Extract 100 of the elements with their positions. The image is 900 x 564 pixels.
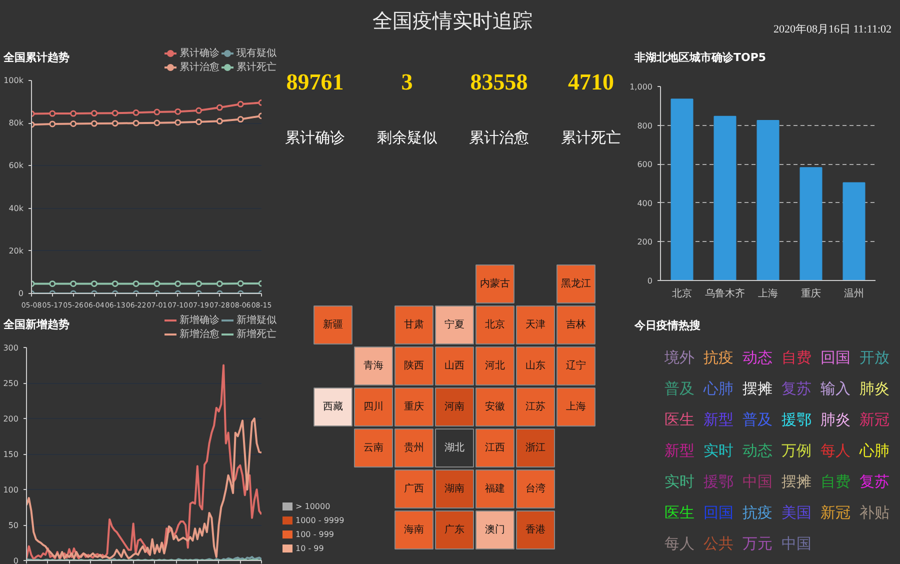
category-label: 天津 [526, 318, 546, 330]
category-label: 甘肃 [404, 318, 424, 330]
category-label: 自费 [782, 348, 812, 366]
point [174, 108, 182, 115]
legend-label: 新增治愈 [180, 328, 220, 340]
chart-title: 非湖北地区城市确诊TOP5 [634, 51, 766, 64]
category-label: 1000 - 9999 [296, 516, 344, 525]
x-tick-label: 温州 [844, 288, 864, 300]
point [174, 119, 182, 126]
legend-label: 累计死亡 [236, 61, 276, 73]
legend-label: 新增疑似 [236, 314, 276, 326]
point [70, 280, 77, 287]
y-tick-label: 200 [3, 414, 19, 424]
category-label: 肺炎 [820, 410, 850, 428]
category-label: 湖南 [444, 482, 464, 494]
category-label: 湖北 [444, 442, 464, 454]
point [112, 280, 118, 287]
category-label: 台湾 [526, 482, 546, 494]
text: 2020年08月16日 11:11:02 [773, 24, 892, 36]
category-label: 青海 [364, 360, 384, 372]
category-label: 吉林 [566, 318, 586, 330]
legend-label: 累计确诊 [180, 47, 220, 59]
point [154, 280, 160, 287]
category-label: 抗疫 [704, 348, 734, 366]
y-tick-label: 100k [4, 76, 24, 85]
category-label: 肺炎 [860, 380, 890, 398]
category-label: 实时 [664, 472, 694, 490]
category-label: 复苏 [782, 380, 812, 398]
x-tick-label: 乌鲁木齐 [705, 288, 745, 300]
category-label: 动态 [742, 348, 772, 366]
category-label: 心肺 [858, 442, 890, 460]
bar [714, 116, 736, 280]
category-label: 贵州 [404, 442, 424, 454]
category-label: 海南 [404, 524, 424, 536]
category-label: 美国 [782, 504, 812, 522]
point [49, 110, 56, 117]
category-label: 援鄂 [704, 472, 734, 490]
point [49, 120, 56, 128]
data-label: 4710 [568, 70, 614, 94]
category-label: 补贴 [860, 504, 890, 522]
category-label: 10 - 99 [296, 544, 324, 553]
point [90, 120, 98, 127]
point [49, 280, 56, 287]
y-tick-label: 1,000 [630, 82, 653, 92]
point [196, 118, 202, 126]
category-label: 累计死亡 [561, 128, 621, 146]
category-label: 每人 [664, 534, 694, 552]
category-label: 公共 [704, 534, 734, 552]
bar [670, 98, 694, 280]
point [132, 109, 140, 116]
point [216, 118, 223, 124]
category-label: 重庆 [404, 400, 424, 412]
category-label: 复苏 [860, 472, 890, 490]
category-label: 普及 [742, 410, 772, 428]
category-label: 摆摊 [742, 380, 772, 398]
point [90, 110, 98, 117]
point [237, 116, 244, 123]
category-label: 安徽 [485, 400, 505, 412]
y-tick-label: 150 [3, 450, 19, 459]
y-tick-label: 0 [13, 556, 19, 564]
category-label: 广西 [404, 482, 424, 494]
category-label: 回国 [704, 504, 734, 522]
point [70, 120, 77, 127]
y-tick-label: 300 [3, 344, 19, 352]
category-label: 累计治愈 [469, 128, 529, 146]
data-label: 89761 [286, 70, 344, 94]
bar [842, 182, 866, 280]
category-label: 福建 [485, 482, 505, 494]
x-tick-label: 上海 [758, 288, 778, 300]
category-label: 100 - 999 [296, 530, 334, 539]
legend-label: 累计治愈 [180, 61, 220, 73]
point [237, 280, 244, 287]
point [196, 280, 202, 287]
y-tick-label: 50 [8, 521, 19, 530]
category-label: 新疆 [323, 318, 343, 330]
bar [800, 167, 822, 280]
y-tick-label: 800 [637, 121, 653, 130]
point [90, 280, 98, 287]
legend-label: 现有疑似 [236, 47, 276, 59]
y-tick-label: 20k [8, 246, 24, 256]
category-label: 每人 [820, 442, 850, 460]
point [70, 110, 77, 117]
category-label: 新冠 [820, 504, 850, 522]
category-label: 云南 [364, 442, 384, 454]
category-label: 累计确诊 [285, 128, 345, 146]
category-label: 山东 [526, 360, 546, 372]
y-tick-label: 600 [637, 160, 653, 170]
y-tick-label: 80k [8, 118, 24, 128]
category-label: 摆摊 [782, 472, 812, 490]
category-label: 剩余疑似 [377, 128, 437, 146]
y-tick-label: 40k [8, 204, 24, 213]
category-label: 新型 [664, 442, 694, 460]
category-label: 境外 [664, 348, 694, 366]
category-label: 实时 [704, 442, 734, 460]
category-label: 河南 [444, 400, 464, 412]
category-label: 上海 [566, 400, 586, 412]
data-label: 83558 [470, 70, 528, 94]
category-label: 抗疫 [742, 504, 772, 522]
text: 今日疫情热搜 [634, 319, 700, 332]
category-label: 中国 [782, 534, 812, 552]
